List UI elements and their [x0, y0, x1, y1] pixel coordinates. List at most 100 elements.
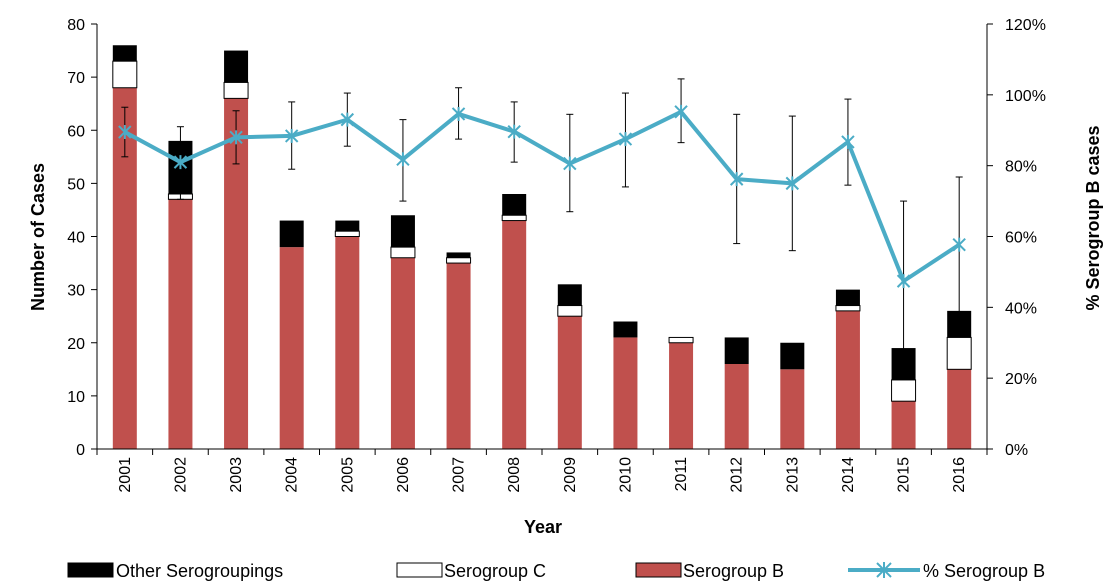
x-tick-label-2015: 2015 — [896, 457, 913, 493]
bar-serogroup-b-2008 — [502, 220, 527, 449]
pct-marker-2001 — [118, 125, 132, 140]
bar-serogroup-b-2005 — [335, 236, 360, 449]
bar-serogroup-c-2009 — [557, 305, 583, 317]
bar-serogroup-b-2009 — [557, 316, 582, 449]
bar-serogroup-b-2012 — [724, 364, 749, 449]
pct-marker-2004 — [284, 128, 299, 143]
bar-serogroup-c-2016 — [946, 336, 972, 370]
y-tick-label-40: 40 — [67, 230, 85, 247]
bar-serogroup-c-2003 — [223, 81, 249, 99]
x-tick-label-2003: 2003 — [228, 457, 245, 493]
bar-serogroup-c-2011 — [668, 336, 694, 344]
pct-marker-2009 — [563, 156, 577, 171]
x-tick-label-2008: 2008 — [506, 457, 523, 493]
x-tick-label-2007: 2007 — [451, 457, 468, 493]
legend-label-c: Serogroup C — [444, 561, 546, 581]
bar-other-serogroupings-2001 — [112, 45, 137, 62]
pct-marker-2011 — [674, 104, 688, 119]
x-tick-label-2016: 2016 — [951, 457, 968, 493]
y-tick-label-80: 80 — [67, 17, 85, 34]
x-tick-label-2009: 2009 — [562, 457, 579, 493]
pct-marker-2010 — [618, 132, 633, 147]
pct-marker-2007 — [451, 106, 466, 121]
x-tick-label-2010: 2010 — [617, 457, 634, 493]
y2-axis-title: % Serogroup B cases — [1083, 125, 1103, 310]
x-tick-label-2001: 2001 — [117, 457, 134, 493]
legend-label-other: Other Serogroupings — [116, 561, 283, 581]
bars-layer — [112, 45, 972, 449]
x-tick-label-2004: 2004 — [284, 457, 301, 493]
x-tick-label-2012: 2012 — [729, 457, 746, 493]
y2-tick-label-4: 80% — [1005, 159, 1037, 176]
bar-serogroup-c-2014 — [835, 305, 861, 312]
bar-serogroup-b-2014 — [835, 310, 860, 449]
pct-marker-2006 — [396, 152, 410, 167]
bar-other-serogroupings-2013 — [780, 342, 805, 370]
pct-marker-2014 — [841, 134, 855, 149]
pct-marker-2003 — [229, 130, 243, 145]
bar-serogroup-b-2002 — [168, 199, 193, 449]
y-tick-label-10: 10 — [67, 389, 85, 406]
legend-swatch-c — [396, 562, 443, 578]
y2-tick-label-5: 100% — [1005, 88, 1046, 105]
bar-other-serogroupings-2008 — [502, 194, 527, 216]
y-tick-label-60: 60 — [67, 123, 85, 140]
legend-label-b: Serogroup B — [683, 561, 784, 581]
legend-swatch-other — [67, 562, 114, 578]
line-layer — [118, 78, 966, 377]
x-tick-label-2002: 2002 — [172, 457, 189, 493]
bar-serogroup-b-2011 — [669, 342, 694, 449]
bar-other-serogroupings-2003 — [224, 50, 249, 83]
bar-serogroup-b-2007 — [446, 263, 471, 449]
pct-marker-2005 — [340, 112, 355, 127]
y2-tick-label-1: 20% — [1005, 371, 1037, 388]
y2-tick-label-2: 40% — [1005, 300, 1037, 317]
bar-serogroup-b-2004 — [279, 247, 304, 449]
bar-other-serogroupings-2005 — [335, 220, 360, 232]
bar-serogroup-c-2001 — [112, 60, 138, 89]
y-tick-label-30: 30 — [67, 283, 85, 300]
legend: Other Serogroupings Serogroup C Serogrou… — [67, 561, 1045, 581]
bar-serogroup-c-2005 — [334, 230, 360, 237]
pct-marker-2008 — [507, 124, 521, 139]
legend-swatch-b — [635, 562, 682, 578]
legend-label-pct: % Serogroup B — [923, 561, 1045, 581]
axes-layer: 0 10 20 30 40 50 60 70 80 0% 20% 40% 60% 80% 100% 120% 2… — [67, 17, 1046, 493]
y2-tick-label-3: 60% — [1005, 230, 1037, 247]
y-tick-label-20: 20 — [67, 336, 85, 353]
y-tick-label-50: 50 — [67, 176, 85, 193]
bar-serogroup-c-2015 — [891, 379, 917, 402]
y2-tick-label-0: 0% — [1005, 442, 1028, 459]
y-tick-label-70: 70 — [67, 70, 85, 87]
bar-serogroup-b-2006 — [390, 257, 415, 449]
pct-marker-2016 — [952, 237, 966, 252]
bar-serogroup-b-2013 — [780, 369, 805, 449]
bar-other-serogroupings-2006 — [390, 215, 415, 248]
bar-other-serogroupings-2012 — [724, 337, 749, 364]
legend-marker-pct — [876, 562, 892, 578]
y-tick-label-0: 0 — [76, 442, 85, 459]
x-axis-title: Year — [524, 517, 562, 537]
x-tick-label-2013: 2013 — [784, 457, 801, 493]
pct-marker-2015 — [896, 274, 911, 289]
pct-marker-2012 — [729, 172, 744, 187]
bar-serogroup-b-2016 — [947, 369, 972, 449]
bar-other-serogroupings-2014 — [835, 289, 860, 306]
pct-serogroup-b-line — [123, 109, 961, 284]
bar-other-serogroupings-2010 — [613, 321, 638, 338]
x-tick-label-2014: 2014 — [840, 457, 857, 493]
bar-serogroup-b-2010 — [613, 337, 638, 449]
y2-tick-label-6: 120% — [1005, 17, 1046, 34]
bar-other-serogroupings-2004 — [279, 220, 304, 248]
bar-other-serogroupings-2009 — [557, 284, 582, 306]
y-axis-title: Number of Cases — [28, 163, 48, 311]
x-tick-label-2011: 2011 — [673, 457, 690, 492]
bar-serogroup-c-2008 — [501, 214, 527, 222]
bar-serogroup-b-2015 — [891, 401, 916, 449]
bar-serogroup-c-2007 — [446, 257, 472, 264]
pct-marker-2013 — [785, 176, 800, 191]
pct-marker-2002 — [173, 155, 188, 170]
x-tick-label-2005: 2005 — [339, 457, 356, 493]
bar-serogroup-c-2006 — [390, 246, 416, 259]
